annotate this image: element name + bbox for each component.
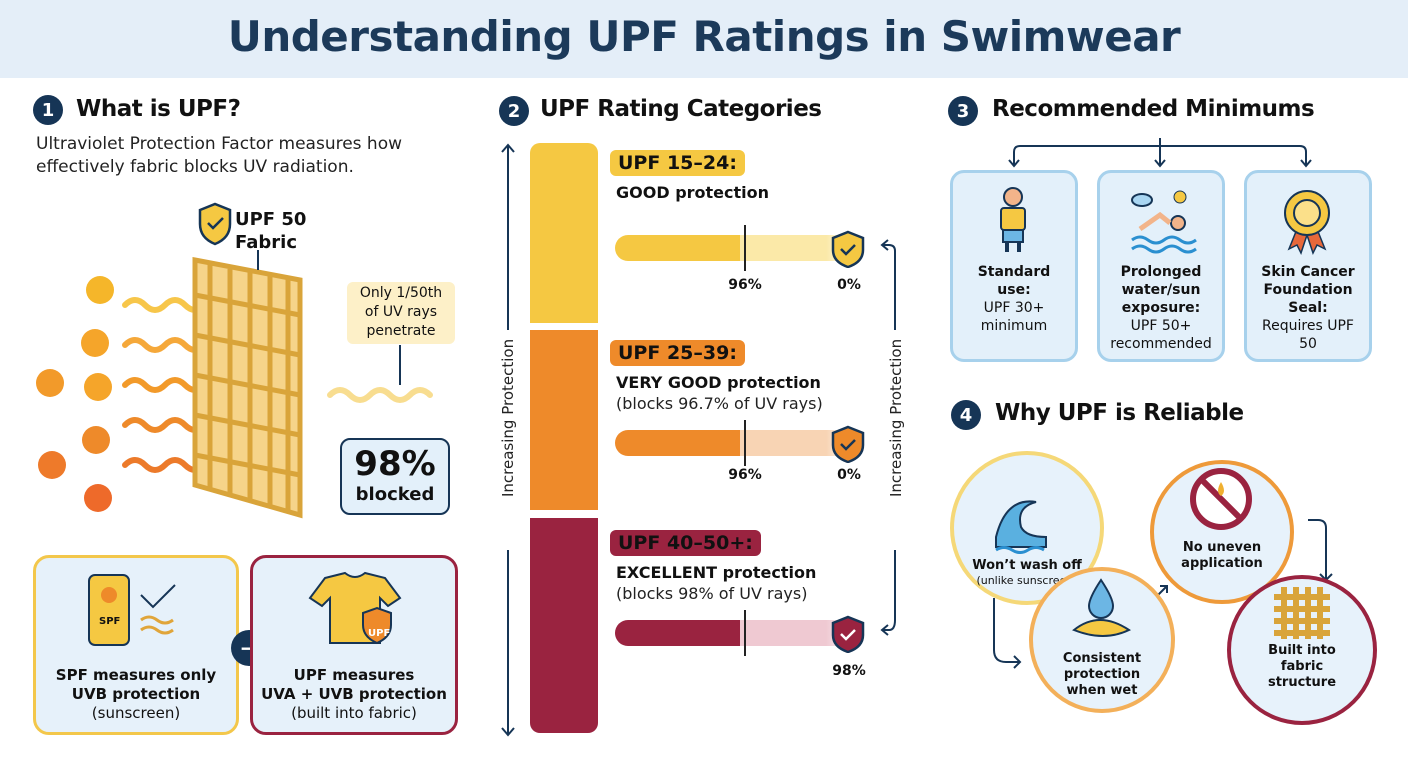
spf-line2: UVB protection [71, 685, 201, 703]
sun-icons [36, 276, 114, 512]
shield-check-icon [831, 230, 865, 268]
minimum-card: Skin Cancer Foundation Seal: Requires UP… [1244, 170, 1372, 362]
marker-line [744, 610, 746, 656]
connector-arrows [1008, 138, 1312, 168]
card-text: UPF 30+ minimum [980, 300, 1048, 334]
end-label: 0% [837, 467, 861, 483]
header-band [0, 0, 1408, 78]
section-heading: Why UPF is Reliable [995, 400, 1244, 426]
marker-line [744, 420, 746, 466]
marker-label: 96% [728, 277, 762, 293]
upf-card: UPF UPF measures UVA + UVB protection (b… [250, 555, 458, 735]
upf-line3: (built into fabric) [291, 704, 417, 722]
section-number: 1 [33, 95, 63, 125]
section-number: 3 [948, 96, 978, 126]
person-icon [1000, 187, 1026, 252]
reason-title: Built into fabric structure [1267, 643, 1337, 690]
fabric-weave-icon [192, 256, 303, 519]
color-bar-excellent [530, 518, 598, 733]
spf-card: SPF SPF measures only UVB protection (su… [33, 555, 239, 735]
tier-title: VERY GOOD protection [616, 373, 821, 392]
card-text: UPF 50+ recommended [1110, 318, 1212, 352]
marker-label: 96% [728, 467, 762, 483]
no-lotion-icon [1190, 468, 1252, 530]
section-heading: What is UPF? [76, 96, 241, 122]
page-title: Understanding UPF Ratings in Swimwear [227, 12, 1181, 61]
upf-line1: UPF measures [293, 666, 415, 684]
sunscreen-tube-icon [88, 574, 176, 646]
minimum-card: Prolonged water/sun exposure: UPF 50+ re… [1097, 170, 1225, 362]
shirt-icon [308, 571, 402, 645]
card-text: Requires UPF 50 [1262, 318, 1354, 352]
reason-circle: No uneven application [1150, 460, 1294, 604]
award-seal-icon [1284, 190, 1330, 255]
tier-subtitle: (blocks 98% of UV rays) [616, 584, 808, 603]
reason-note: (unlike sunscreen) [976, 574, 1078, 587]
reason-circle: Consistent protection when wet [1029, 567, 1175, 713]
shield-icon [198, 202, 232, 246]
reason-title: No uneven application [1181, 540, 1263, 571]
color-bar-very-good [530, 330, 598, 510]
shield-check-icon [831, 615, 865, 653]
blocked-label: blocked [355, 484, 435, 505]
uv-block-bar [615, 235, 855, 261]
card-heading: Prolonged water/sun exposure: [1120, 264, 1202, 316]
spf-line3: (sunscreen) [91, 704, 181, 722]
reason-title: Consistent protection when wet [1062, 651, 1142, 698]
reason-title: Won’t wash off [972, 558, 1082, 573]
protection-axis-arrows [501, 143, 896, 737]
card-heading: Standard use: [977, 264, 1051, 298]
spf-line1: SPF measures only [55, 666, 217, 684]
section-heading: Recommended Minimums [992, 96, 1315, 122]
water-drop-icon [1072, 578, 1132, 637]
axis-label-left: Increasing Protection [499, 338, 517, 497]
shield-check-icon [831, 425, 865, 463]
section-description: Ultraviolet Protection Factor measures h… [36, 134, 403, 177]
reason-circle: Built into fabric structure [1227, 575, 1377, 725]
uv-block-bar [615, 620, 855, 646]
tier-range-badge: UPF 40–50+: [610, 530, 761, 556]
section-number: 2 [499, 96, 529, 126]
tier-subtitle: (blocks 96.7% of UV rays) [616, 394, 823, 413]
swimmer-icon [1131, 190, 1197, 254]
tier-range-badge: UPF 15–24: [610, 150, 745, 176]
fabric-label: UPF 50 Fabric [235, 209, 307, 253]
card-heading: Skin Cancer Foundation Seal: [1261, 264, 1355, 316]
blocked-value: 98% [354, 444, 436, 484]
marker-line [744, 225, 746, 271]
penetration-callout: Only 1/50th of UV rays penetrate [347, 282, 455, 344]
end-label: 98% [832, 663, 866, 679]
section-number: 4 [951, 400, 981, 430]
axis-label-right: Increasing Protection [887, 338, 905, 497]
color-bar-good [530, 143, 598, 323]
blocked-callout: 98% blocked [340, 438, 450, 515]
wave-icon [995, 500, 1047, 554]
section-heading: UPF Rating Categories [540, 96, 822, 122]
spf-icon-text: SPF [99, 616, 121, 627]
upf-icon-text: UPF [368, 628, 391, 639]
tier-range-badge: UPF 25–39: [610, 340, 745, 366]
minimum-card: Standard use: UPF 30+ minimum [950, 170, 1078, 362]
tier-title: GOOD protection [616, 183, 770, 202]
weave-icon [1274, 587, 1330, 639]
uv-block-bar [615, 430, 855, 456]
end-label: 0% [837, 277, 861, 293]
uv-blocking-illustration [36, 202, 433, 519]
upf-line2: UVA + UVB protection [261, 685, 447, 703]
tier-title: EXCELLENT protection [616, 563, 817, 582]
